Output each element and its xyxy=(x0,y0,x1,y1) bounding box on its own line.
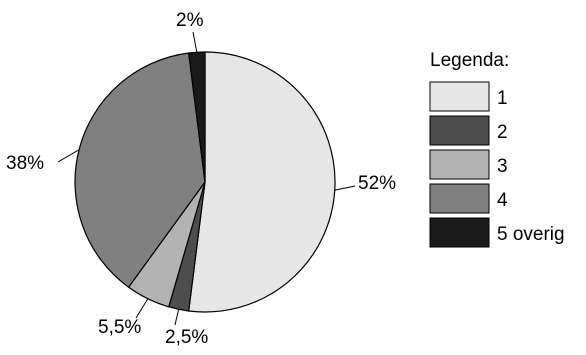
slice-label-2: 2,5% xyxy=(165,327,208,348)
slice-labels: 52% 2,5% 5,5% 38% 2% xyxy=(6,10,396,348)
leader-line-2 xyxy=(174,309,180,326)
pie-slice-5 xyxy=(188,51,206,183)
legend-swatch-2 xyxy=(429,115,490,146)
label-leaders xyxy=(57,31,356,326)
legend-title: Legenda: xyxy=(430,50,509,71)
pie-slice-4 xyxy=(74,52,206,289)
legend-label-3: 3 xyxy=(497,156,508,177)
legend-swatch-3 xyxy=(429,149,490,180)
legend-label-4: 4 xyxy=(497,190,508,211)
legend-label-1: 1 xyxy=(497,88,508,109)
slice-label-4: 38% xyxy=(6,153,44,174)
legend-swatch-5 xyxy=(429,217,490,248)
leader-line-1 xyxy=(334,185,356,191)
legend-swatch-1 xyxy=(429,81,490,112)
slice-label-3: 5,5% xyxy=(98,317,141,338)
leader-line-3 xyxy=(135,298,149,319)
legend-label-2: 2 xyxy=(497,122,508,143)
legend-label-5: 5 overig xyxy=(497,224,565,245)
slice-label-5: 2% xyxy=(176,10,204,31)
slice-label-1: 52% xyxy=(358,173,396,194)
legend-swatch-4 xyxy=(429,183,490,214)
leader-line-4 xyxy=(57,149,80,163)
legend: Legenda: 1 2 3 4 5 overig xyxy=(429,50,565,248)
pie-slice-1 xyxy=(188,51,336,313)
pie-slices xyxy=(74,51,336,313)
leader-line-5 xyxy=(192,31,198,53)
legend-items: 1 2 3 4 5 overig xyxy=(429,81,565,248)
